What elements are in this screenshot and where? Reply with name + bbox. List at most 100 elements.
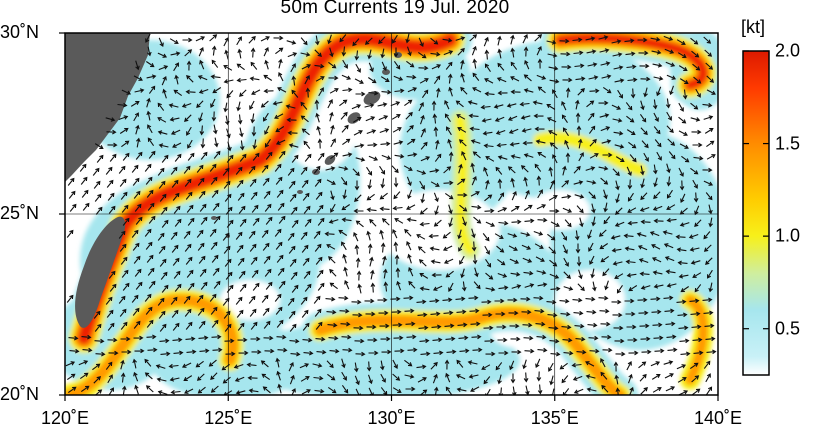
current-arrow bbox=[523, 46, 529, 57]
current-arrow bbox=[365, 311, 376, 317]
current-arrow bbox=[576, 125, 582, 136]
current-arrow bbox=[183, 230, 191, 239]
current-arrow bbox=[416, 169, 427, 175]
current-arrow bbox=[121, 89, 132, 95]
current-arrow bbox=[148, 280, 156, 289]
current-arrow bbox=[537, 217, 548, 223]
current-arrow bbox=[186, 204, 194, 213]
current-arrow bbox=[666, 176, 672, 187]
current-arrow bbox=[523, 372, 529, 383]
current-arrow bbox=[200, 281, 208, 290]
current-arrow bbox=[600, 321, 611, 327]
current-arrow bbox=[341, 384, 349, 394]
current-arrow bbox=[261, 229, 269, 238]
current-arrow bbox=[344, 279, 350, 290]
current-arrow bbox=[494, 233, 504, 239]
current-arrow bbox=[181, 362, 192, 368]
current-arrow bbox=[289, 258, 297, 267]
current-arrow bbox=[121, 385, 127, 395]
current-arrow bbox=[198, 112, 203, 123]
current-arrow bbox=[122, 152, 130, 161]
current-arrow bbox=[158, 310, 166, 319]
current-arrow bbox=[239, 89, 247, 97]
current-arrow bbox=[288, 310, 296, 319]
current-arrow bbox=[483, 36, 489, 47]
current-arrow bbox=[187, 217, 195, 226]
current-arrow bbox=[471, 334, 482, 340]
current-arrow bbox=[433, 192, 439, 203]
current-arrow bbox=[261, 294, 269, 303]
current-arrow bbox=[264, 59, 269, 70]
current-arrow bbox=[287, 52, 298, 58]
current-arrow bbox=[135, 137, 141, 148]
current-arrow bbox=[559, 38, 570, 44]
current-arrow bbox=[702, 102, 713, 108]
current-arrow bbox=[678, 167, 684, 177]
current-arrow bbox=[222, 297, 230, 306]
current-arrow bbox=[185, 336, 196, 342]
current-arrow bbox=[498, 192, 505, 202]
current-arrow bbox=[522, 322, 533, 328]
current-arrow bbox=[324, 231, 335, 237]
current-arrow bbox=[509, 360, 515, 371]
current-arrow bbox=[537, 189, 543, 199]
current-arrow bbox=[547, 233, 556, 241]
current-arrow bbox=[328, 219, 339, 224]
current-arrow bbox=[303, 350, 314, 356]
current-arrow bbox=[393, 47, 399, 58]
current-arrow bbox=[523, 335, 534, 341]
current-arrow bbox=[679, 180, 685, 191]
current-arrow bbox=[120, 359, 125, 370]
current-arrow bbox=[640, 127, 648, 136]
current-arrow bbox=[121, 269, 129, 278]
current-arrow bbox=[329, 47, 334, 58]
current-arrow bbox=[264, 348, 275, 354]
current-arrow bbox=[484, 78, 494, 84]
current-arrow bbox=[159, 338, 170, 344]
current-arrow bbox=[406, 176, 412, 187]
current-arrow bbox=[197, 242, 205, 251]
current-arrow bbox=[549, 179, 555, 190]
current-arrow bbox=[613, 361, 619, 372]
current-arrow bbox=[287, 232, 295, 241]
current-arrow bbox=[495, 166, 503, 175]
current-arrow bbox=[326, 309, 337, 315]
current-arrow bbox=[615, 207, 623, 215]
current-arrow bbox=[690, 37, 699, 45]
current-arrow bbox=[291, 75, 297, 86]
current-arrow bbox=[494, 298, 505, 304]
current-arrow bbox=[615, 351, 626, 357]
current-arrow bbox=[146, 334, 157, 340]
current-arrow bbox=[679, 207, 688, 215]
current-arrow bbox=[364, 298, 375, 304]
current-arrow bbox=[181, 102, 192, 108]
current-arrow bbox=[380, 373, 386, 383]
current-arrow bbox=[676, 364, 687, 370]
current-arrow bbox=[469, 308, 480, 314]
current-arrow bbox=[510, 373, 516, 384]
current-arrow bbox=[588, 75, 599, 80]
current-arrow bbox=[666, 283, 677, 288]
current-arrow bbox=[407, 152, 418, 158]
current-arrow bbox=[408, 266, 414, 277]
current-arrow bbox=[419, 286, 430, 292]
current-arrow bbox=[260, 36, 270, 42]
current-arrow bbox=[536, 204, 547, 210]
current-arrow bbox=[261, 373, 271, 381]
current-arrow bbox=[460, 59, 465, 70]
current-arrow bbox=[395, 267, 401, 278]
current-arrow bbox=[291, 154, 299, 163]
current-arrow bbox=[289, 374, 295, 385]
current-arrow bbox=[459, 255, 465, 265]
current-arrow bbox=[692, 388, 701, 395]
current-arrow bbox=[627, 77, 638, 83]
current-arrow bbox=[509, 141, 520, 147]
current-arrow bbox=[135, 124, 140, 135]
current-arrow bbox=[120, 321, 128, 330]
current-arrow bbox=[172, 337, 183, 343]
current-arrow bbox=[627, 220, 638, 226]
current-arrow bbox=[330, 138, 336, 148]
current-arrow bbox=[135, 216, 143, 225]
current-arrow bbox=[677, 312, 688, 318]
current-arrow bbox=[573, 388, 584, 394]
